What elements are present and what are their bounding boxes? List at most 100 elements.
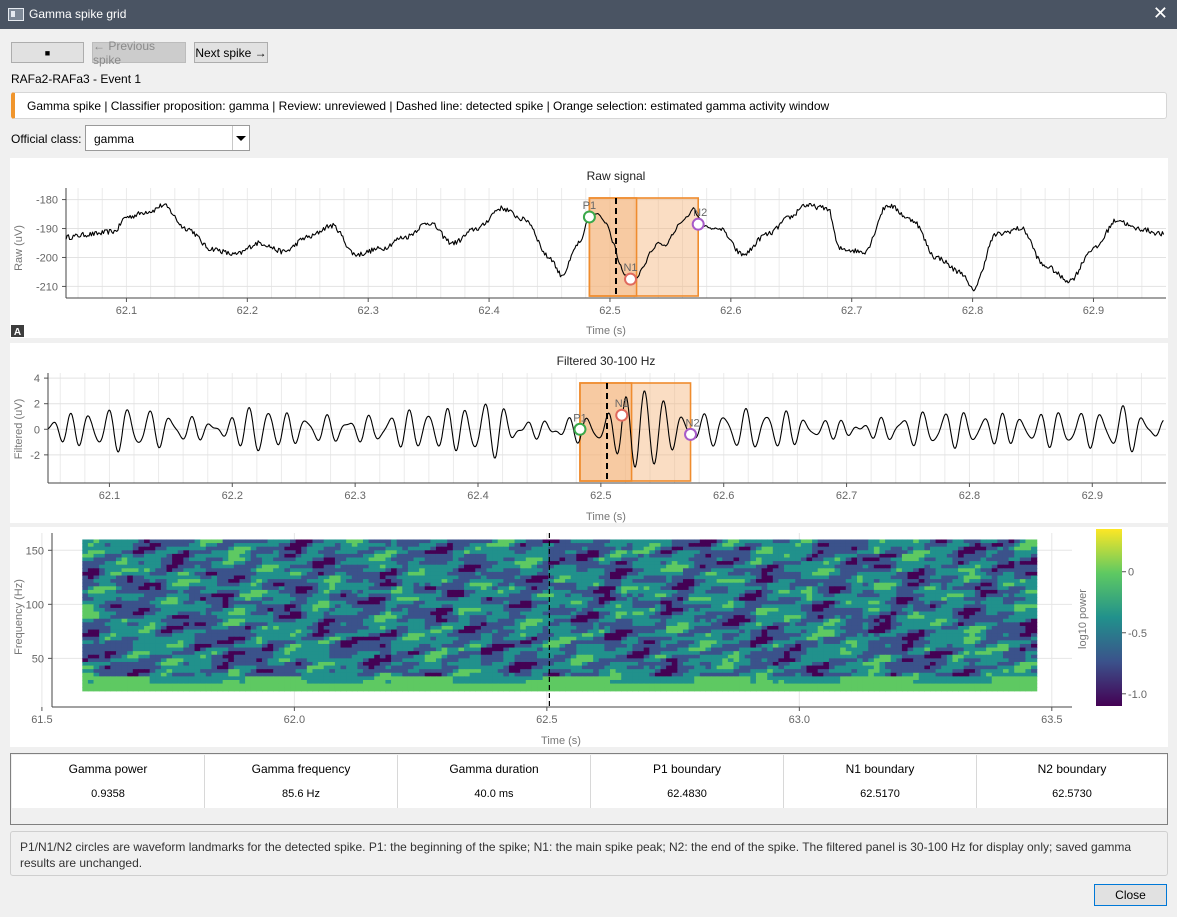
heatmap-cell [974, 561, 982, 566]
heatmap-cell [464, 593, 471, 598]
heatmap-cell [351, 557, 358, 562]
heatmap-cell [250, 546, 257, 551]
heatmap-cell [295, 582, 302, 587]
heatmap-cell [958, 633, 965, 638]
heatmap-cell [228, 543, 235, 548]
heatmap-cell [166, 579, 173, 584]
heatmap-cell [671, 633, 678, 638]
heatmap-cell [823, 593, 830, 598]
heatmap-cell [334, 629, 342, 634]
heatmap-cell [638, 607, 645, 613]
heatmap-cell [896, 586, 903, 591]
heatmap-cell [711, 557, 718, 562]
heatmap-cell [946, 561, 954, 566]
heatmap-cell [188, 564, 196, 569]
heatmap-cell [312, 589, 319, 595]
heatmap-cell [205, 579, 213, 584]
auto-range-button[interactable]: A [11, 325, 24, 338]
heatmap-cell [778, 633, 785, 638]
heatmap-cell [334, 636, 342, 641]
heatmap-cell [682, 633, 690, 638]
heatmap-cell [261, 546, 269, 551]
heatmap-cell [520, 593, 527, 598]
heatmap-cell [851, 557, 858, 562]
heatmap-cell [559, 629, 566, 634]
heatmap-cell [402, 604, 409, 609]
heatmap-cell [632, 582, 639, 587]
heatmap-cell [654, 629, 662, 634]
heatmap-cell [1002, 607, 1010, 613]
heatmap-cell [508, 561, 516, 566]
heatmap-cell [99, 604, 106, 609]
heatmap-cell [643, 575, 650, 580]
next-spike-button[interactable]: Next spike → [194, 42, 268, 63]
heatmap-cell [598, 618, 605, 623]
heatmap-cell [424, 557, 431, 562]
heatmap-cell [334, 575, 342, 580]
heatmap-cell [901, 593, 909, 598]
heatmap-cell [267, 607, 274, 613]
heatmap-cell [537, 557, 544, 562]
heatmap-cell [997, 539, 1004, 544]
heatmap-cell [890, 564, 897, 569]
heatmap-cell [217, 600, 224, 605]
heatmap-cell [682, 550, 690, 555]
heatmap-cell [132, 622, 140, 627]
heatmap-cell [452, 564, 460, 569]
heatmap-cell [250, 636, 257, 641]
heatmap-cell [233, 575, 241, 580]
heatmap-cell [160, 550, 168, 555]
heatmap-cell [643, 636, 650, 641]
heatmap-cell [733, 589, 740, 595]
official-class-select[interactable]: gamma [85, 125, 250, 151]
heatmap-cell [160, 539, 168, 544]
filtered-signal-chart[interactable]: Filtered 30-100 Hz Time (s) Filtered (uV… [10, 343, 1168, 523]
heatmap-cell [885, 546, 892, 551]
heatmap-cell [840, 579, 847, 584]
heatmap-cell [155, 586, 162, 591]
heatmap-cell [868, 557, 875, 562]
heatmap-cell [795, 593, 802, 598]
heatmap-cell [991, 564, 998, 569]
heatmap-cell [576, 561, 583, 566]
heatmap-cell [660, 543, 667, 548]
window-close-icon[interactable]: ✕ [1152, 3, 1168, 23]
marker-p1 [582, 210, 596, 224]
heatmap-cell [284, 604, 291, 609]
heatmap-cell [172, 564, 179, 569]
heatmap-cell [974, 633, 982, 638]
heatmap-cell [677, 564, 684, 569]
heatmap-cell [767, 633, 774, 638]
heatmap-cell [784, 593, 791, 598]
heatmap-cell [402, 629, 409, 634]
heatmap-cell [750, 593, 757, 598]
heatmap-cell [705, 550, 712, 555]
heatmap-cell [295, 618, 302, 623]
heatmap-cell [901, 625, 909, 631]
heatmap-cell [576, 582, 583, 587]
heatmap-cell [626, 589, 634, 595]
raw-signal-chart[interactable]: Raw signal Time (s) Raw (uV) -180-190-20… [10, 158, 1168, 338]
heatmap-cell [531, 539, 538, 544]
heatmap-cell [166, 607, 173, 613]
heatmap-cell [379, 629, 387, 634]
chevron-down-icon[interactable] [232, 126, 249, 150]
heatmap-cell [991, 571, 998, 577]
heatmap-cell [396, 579, 403, 584]
previous-spike-button[interactable]: ← Previous spike [92, 39, 186, 67]
stop-button[interactable]: ■ [11, 42, 84, 63]
heatmap-cell [699, 543, 707, 548]
heatmap-cell [222, 579, 229, 584]
heatmap-cell [755, 553, 763, 559]
heatmap-cell [991, 597, 998, 602]
heatmap-cell [722, 561, 729, 566]
heatmap-cell [329, 557, 336, 562]
heatmap-cell [767, 575, 774, 580]
heatmap-cell [464, 543, 471, 548]
heatmap-cell [211, 539, 218, 544]
heatmap-cell [334, 607, 342, 613]
heatmap-cell [290, 589, 297, 595]
heatmap-cell [256, 579, 263, 584]
heatmap-cell [615, 553, 622, 559]
